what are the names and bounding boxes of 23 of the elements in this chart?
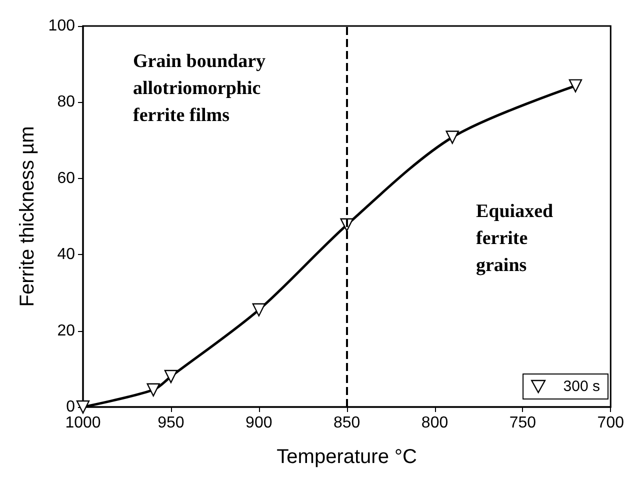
x-tick-label: 800 bbox=[421, 414, 448, 432]
x-tick-label: 850 bbox=[333, 414, 360, 432]
annotation: Grain boundary allotriomorphic ferrite films bbox=[133, 51, 266, 126]
y-tick-label: 80 bbox=[57, 94, 76, 111]
y-tick-label: 100 bbox=[48, 18, 76, 34]
point bbox=[446, 130, 459, 144]
point bbox=[252, 303, 266, 316]
y-tick-label: 0 bbox=[66, 398, 76, 416]
x-tick-label: 900 bbox=[246, 414, 272, 432]
x-tick-label: 1000 bbox=[65, 414, 101, 432]
y-tick-label: 60 bbox=[57, 170, 76, 187]
x-tick-label: 950 bbox=[158, 414, 184, 432]
legend-label: 300 s bbox=[563, 378, 600, 395]
x-tick-label: 750 bbox=[509, 414, 536, 432]
y-tick-label: 20 bbox=[57, 322, 76, 340]
x-axis-title: Temperature °C bbox=[276, 446, 417, 468]
point bbox=[568, 79, 582, 92]
point bbox=[146, 383, 160, 396]
x-tick-label: 700 bbox=[597, 414, 624, 432]
y-axis-title: Ferrite thickness µm bbox=[16, 126, 38, 307]
y-tick-label: 40 bbox=[57, 246, 76, 264]
annotation: Equiaxed ferrite grains bbox=[476, 201, 554, 276]
point bbox=[164, 370, 178, 384]
